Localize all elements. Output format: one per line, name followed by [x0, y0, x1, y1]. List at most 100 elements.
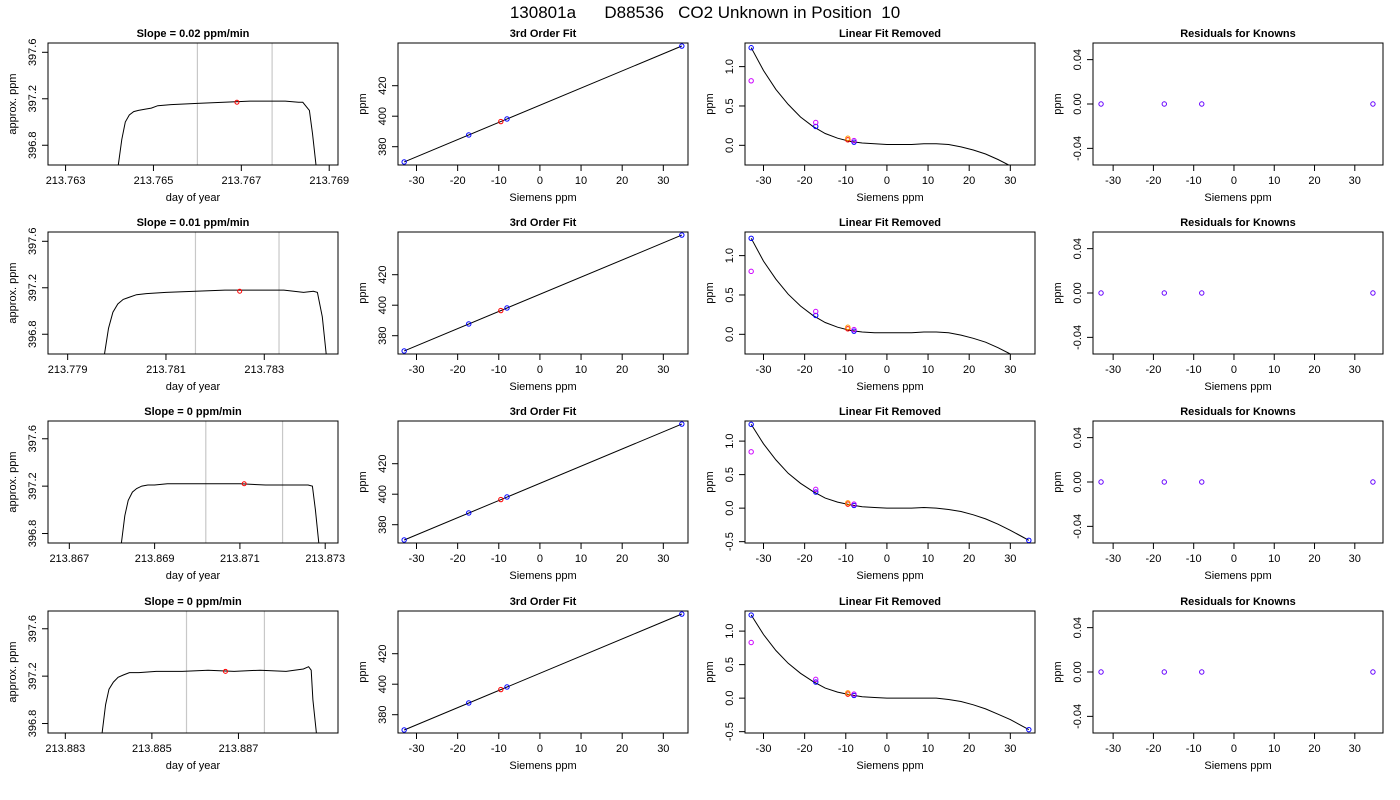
- chart-1-0-xlabel: day of year: [166, 381, 221, 393]
- chart-0-2-point: [845, 137, 851, 143]
- chart-0-3-point: [1199, 101, 1205, 107]
- chart-2-1: 3rd Order Fit -30 -20 -10 0 10 20 30 380 400 420 Si…: [357, 406, 689, 582]
- chart-3-1-ytick-label: 380: [377, 706, 389, 724]
- chart-3-1-point: [679, 611, 685, 617]
- chart-0-1-xtick-label: 30: [657, 175, 669, 187]
- chart-3-3-xtick-label: -10: [1186, 743, 1202, 755]
- chart-1-2-point: [1027, 362, 1031, 366]
- chart-2-0-xtick-label: 213.867: [49, 553, 89, 565]
- chart-1-3-xtick-label: -20: [1145, 364, 1161, 376]
- chart-3-2: Linear Fit Removed -30 -20 -10 0 10 20 30 -0.5 0.…: [704, 596, 1036, 772]
- chart-2-2-xtick-label: -20: [797, 553, 813, 565]
- chart-2-2-xtick-label: 0: [884, 553, 890, 565]
- chart-1-1-xtick-label: 30: [657, 364, 669, 376]
- chart-0-3-xlabel: Siemens ppm: [1204, 192, 1271, 204]
- chart-0-3-xtick-label: -20: [1145, 175, 1161, 187]
- chart-1-2-point: [851, 328, 857, 334]
- chart-1-1-xlabel: Siemens ppm: [509, 381, 576, 393]
- chart-0-1: 3rd Order Fit -30 -20 -10 0 10 20 30 380 400 420 Si…: [357, 28, 689, 204]
- chart-3-2-point: [813, 679, 819, 685]
- chart-0-1-point: [401, 159, 407, 165]
- chart-2-2-ytick-label: -0.5: [724, 532, 736, 551]
- chart-0-3-data: [1098, 101, 1376, 107]
- chart-3-2-frame: [744, 610, 1036, 734]
- chart-2-2-point: [748, 449, 754, 455]
- chart-0-3-point: [1161, 101, 1167, 107]
- chart-3-0-ytick-label: 396.8: [27, 710, 39, 738]
- chart-0-1-point: [498, 118, 504, 125]
- chart-2-3-xtick-label: 10: [1268, 553, 1280, 565]
- chart-0-0-xtick-label: 213.763: [46, 175, 86, 187]
- chart-2-3-xtick-label: 0: [1231, 553, 1237, 565]
- chart-1-2-xtick-label: 30: [1004, 364, 1016, 376]
- chart-0-1-ytick-label: 420: [377, 77, 389, 95]
- chart-0-1-xlabel: Siemens ppm: [509, 192, 576, 204]
- chart-2-0-ylabel: approx. ppm: [7, 451, 19, 512]
- chart-2-2-ylabel: ppm: [704, 471, 716, 492]
- chart-2-3-point: [1161, 479, 1167, 485]
- chart-2-2-frame: [744, 420, 1036, 544]
- chart-0-2-ytick-label: 1.0: [724, 59, 736, 74]
- chart-3-1-xtick-label: -30: [409, 743, 425, 755]
- chart-1-2-frame: [744, 231, 1036, 355]
- chart-3-2-ytick-label: 0.0: [724, 690, 736, 705]
- chart-1-1-point: [504, 305, 510, 311]
- chart-2-1-xtick-label: -10: [491, 553, 507, 565]
- chart-0-2-point: [748, 78, 754, 84]
- chart-3-3-data: [1098, 669, 1376, 675]
- chart-0-2-ylabel: ppm: [704, 93, 716, 114]
- chart-2-3-frame: [1092, 420, 1384, 544]
- chart-0-2-point: [1027, 175, 1031, 179]
- chart-2-2-point: [1026, 537, 1032, 543]
- chart-2-3-xtick-label: -30: [1105, 553, 1121, 565]
- chart-2-3: Residuals for Knowns -30 -20 -10 0 10 20 30 -0.0…: [1052, 406, 1384, 582]
- chart-3-2-point: [748, 639, 754, 646]
- chart-2-0-data: [120, 481, 320, 543]
- chart-1-1-ytick-label: 400: [377, 296, 389, 314]
- chart-0-1-xtick-label: -30: [409, 175, 425, 187]
- chart-1-3-ylabel: ppm: [1052, 282, 1064, 303]
- chart-1-3-xtick-label: -10: [1186, 364, 1202, 376]
- chart-1-0-ytick-label: 397.2: [27, 274, 39, 302]
- chart-3-2-xtick-label: 20: [963, 743, 975, 755]
- chart-3-2-point: [1026, 726, 1032, 733]
- chart-1-1-ylabel: ppm: [357, 282, 369, 303]
- chart-2-3-xtick-label: 20: [1308, 553, 1320, 565]
- chart-3-0-xtick-label: 213.883: [45, 743, 85, 755]
- chart-2-1-xtick-label: -20: [450, 553, 466, 565]
- chart-2-1-ytick-label: 400: [377, 485, 389, 503]
- chart-0-1-point: [679, 43, 685, 49]
- chart-3-2-ytick-label: 1.0: [724, 623, 736, 638]
- chart-0-0-data: [117, 99, 317, 165]
- chart-1-3-xtick-label: 10: [1268, 364, 1280, 376]
- chart-2-1-xtick-label: -30: [409, 553, 425, 565]
- chart-2-2-point: [851, 501, 857, 507]
- chart-1-0-series-line: [104, 289, 327, 354]
- chart-3-2-point: [845, 690, 851, 696]
- chart-1-0-marker: [237, 288, 243, 294]
- chart-2-1-ytick-label: 380: [377, 516, 389, 534]
- chart-3-2-ytick-label: -0.5: [724, 722, 736, 741]
- chart-2-2-data: [748, 421, 1032, 543]
- chart-2-2-ytick-label: 0.5: [724, 467, 736, 482]
- chart-2-2-point: [748, 421, 754, 428]
- chart-0-3-title: Residuals for Knowns: [1180, 28, 1296, 40]
- chart-1-0-xtick-label: 213.783: [244, 364, 284, 376]
- chart-3-0-series-line: [101, 666, 317, 733]
- chart-2-0-ytick-label: 397.2: [27, 472, 39, 500]
- chart-2-3-ytick-label: 0.04: [1072, 427, 1084, 448]
- chart-0-2-series-line: [750, 47, 1010, 165]
- chart-0-2-xtick-label: 30: [1004, 175, 1016, 187]
- chart-3-2-point: [748, 612, 754, 618]
- chart-3-2-title: Linear Fit Removed: [839, 596, 941, 608]
- chart-3-2-point: [813, 676, 819, 683]
- chart-1-2-xtick-label: 20: [963, 364, 975, 376]
- chart-1-2-point: [845, 326, 851, 332]
- chart-3-1-xtick-label: -20: [450, 743, 466, 755]
- chart-0-2-xtick-label: 20: [963, 175, 975, 187]
- chart-1-2-data: [748, 235, 1031, 366]
- chart-1-1-title: 3rd Order Fit: [510, 217, 577, 229]
- chart-1-2-xtick-label: -30: [756, 364, 772, 376]
- chart-3-2-xtick-label: -10: [838, 743, 854, 755]
- chart-1-3-xtick-label: 20: [1308, 364, 1320, 376]
